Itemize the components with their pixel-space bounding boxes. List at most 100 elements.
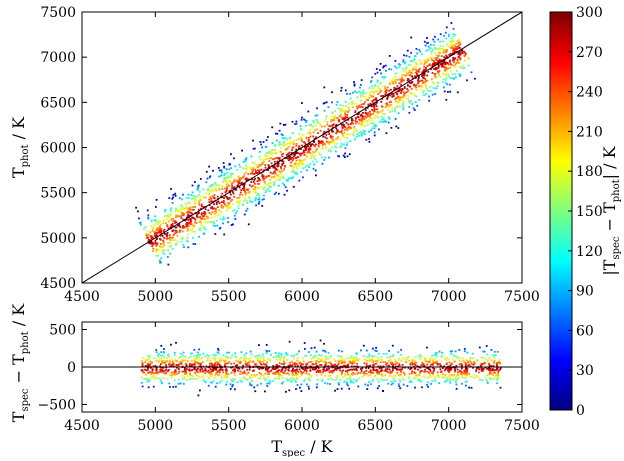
density-point [444, 70, 446, 72]
residual-point [482, 368, 485, 371]
density-point [151, 230, 154, 232]
density-point [361, 132, 364, 135]
density-point [218, 169, 221, 172]
residual-point [235, 356, 238, 359]
density-point [209, 175, 212, 178]
residual-point [276, 366, 279, 369]
residual-point [454, 360, 456, 363]
residual-point [175, 364, 178, 367]
density-point [239, 199, 242, 202]
residual-point [211, 357, 214, 360]
density-point [224, 204, 227, 207]
density-point [352, 106, 354, 109]
density-point [284, 123, 287, 126]
residual-point [308, 387, 310, 390]
residual-point [465, 369, 468, 371]
density-point [371, 100, 374, 102]
residual-point [344, 361, 346, 364]
density-point [434, 46, 436, 49]
residual-point [367, 374, 370, 377]
residual-point [299, 386, 301, 389]
density-point [433, 40, 436, 43]
residual-point [157, 371, 160, 374]
density-point [261, 174, 264, 176]
residual-point [268, 358, 271, 361]
residual-point [431, 364, 434, 366]
residual-point [486, 374, 489, 377]
density-point [388, 101, 391, 104]
residual-point [350, 357, 353, 360]
residual-point [382, 389, 384, 392]
density-point [366, 115, 369, 118]
density-point [170, 237, 173, 240]
density-point [331, 138, 334, 140]
density-point [394, 79, 396, 81]
density-point [348, 128, 351, 130]
density-point [463, 50, 466, 53]
residual-point [265, 349, 268, 352]
density-point [156, 242, 158, 245]
residual-point [154, 375, 157, 378]
residual-point [483, 362, 485, 365]
density-point [257, 177, 259, 179]
residual-point [292, 377, 295, 380]
density-point [370, 80, 373, 82]
density-point [189, 206, 192, 209]
density-point [174, 226, 177, 229]
residual-point [244, 372, 247, 374]
residual-point [251, 380, 253, 382]
residual-point [468, 364, 471, 366]
residual-point [239, 357, 242, 359]
density-point [447, 73, 449, 76]
residual-point [466, 373, 468, 376]
density-point [373, 85, 376, 88]
density-point [257, 169, 259, 172]
residual-point [198, 356, 200, 358]
density-point [162, 222, 165, 225]
density-point [254, 168, 257, 171]
density-point [262, 177, 264, 179]
residual-point [265, 377, 268, 380]
main-y-tick-label: 5500 [40, 186, 76, 202]
density-point [374, 103, 377, 106]
residual-point [282, 377, 285, 380]
residual-point [221, 368, 224, 371]
density-point [249, 172, 252, 175]
residual-point [227, 362, 229, 364]
residual-point [467, 361, 469, 364]
density-point [262, 175, 265, 178]
density-point [408, 111, 411, 114]
density-point [373, 127, 376, 130]
density-point [354, 110, 357, 112]
density-point [440, 55, 443, 57]
density-point [218, 209, 221, 212]
residual-point [482, 357, 485, 360]
density-point [342, 135, 344, 137]
density-point [238, 202, 241, 205]
density-point [301, 116, 303, 119]
density-point [225, 168, 228, 171]
residual-point [457, 377, 460, 380]
residual-point [382, 352, 385, 355]
density-point [314, 114, 317, 117]
density-point [359, 106, 362, 108]
density-point [254, 182, 256, 185]
density-point [285, 148, 288, 151]
density-point [432, 86, 435, 89]
residual-point [163, 356, 166, 359]
residual-point [160, 344, 163, 347]
density-point [276, 160, 279, 163]
density-point [257, 165, 259, 168]
density-point [442, 45, 445, 48]
density-point [299, 136, 302, 139]
density-point [155, 251, 158, 253]
density-point [458, 41, 461, 44]
residual-point [339, 369, 341, 372]
residual-point [264, 379, 267, 381]
density-point [317, 120, 319, 123]
residual-point [186, 368, 188, 370]
residual-point [437, 363, 440, 365]
residual-point [472, 357, 475, 359]
density-point [226, 205, 228, 208]
residual-point [263, 359, 266, 362]
